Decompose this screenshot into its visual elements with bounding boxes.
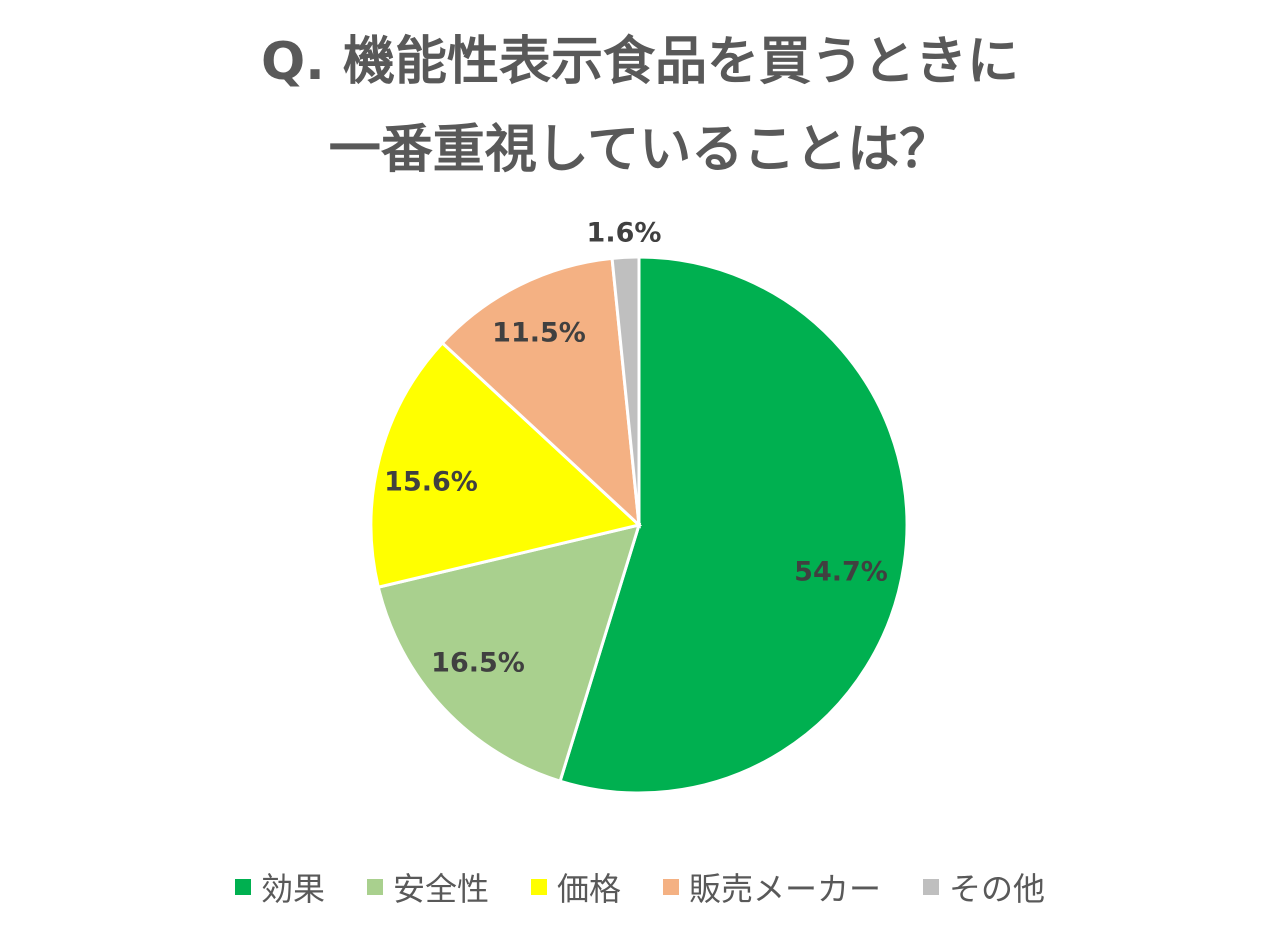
- pie-slice-kakaku: [369, 340, 643, 590]
- legend-item-kakaku: 価格: [530, 864, 621, 910]
- pie-slice-sonota: [610, 255, 641, 526]
- legend-swatch-kouka: [234, 879, 251, 895]
- data-label-kakaku: 15.6%: [384, 467, 478, 498]
- pie-slice-hanbai-maker: [440, 256, 641, 529]
- data-label-hanbai-maker: 11.5%: [492, 318, 586, 349]
- legend-item-anzensei: 安全性: [366, 864, 489, 910]
- legend-swatch-sonota: [923, 879, 940, 895]
- legend-label-anzensei: 安全性: [392, 870, 489, 908]
- legend-swatch-hanbai-maker: [663, 879, 679, 895]
- chart-legend: 効果 安全性 価格 販売メーカー その他: [0, 864, 1280, 910]
- legend-label-kakaku: 価格: [556, 870, 621, 908]
- data-label-sonota: 1.6%: [587, 218, 662, 249]
- pie-slice-kouka: [558, 255, 909, 795]
- legend-swatch-anzensei: [366, 879, 383, 895]
- data-label-kouka: 54.7%: [794, 557, 888, 588]
- legend-label-kouka: 効果: [260, 870, 325, 908]
- legend-item-hanbai-maker: 販売メーカー: [663, 864, 881, 910]
- legend-label-hanbai-maker: 販売メーカー: [689, 870, 882, 908]
- chart-title-line-1: Q. 機能性表示食品を買うときに: [260, 32, 1020, 92]
- data-label-anzensei: 16.5%: [431, 648, 525, 679]
- legend-label-sonota: その他: [949, 870, 1046, 908]
- pie-slices: [369, 255, 909, 795]
- pie-slice-anzensei: [376, 522, 642, 784]
- chart-title-line-2: 一番重視していることは？: [328, 120, 952, 180]
- legend-item-sonota: その他: [923, 864, 1045, 910]
- pie-data-labels: 54.7% 16.5% 15.6% 11.5% 1.6%: [384, 218, 888, 679]
- legend-swatch-kakaku: [530, 879, 547, 895]
- legend-item-kouka: 効果: [234, 864, 325, 910]
